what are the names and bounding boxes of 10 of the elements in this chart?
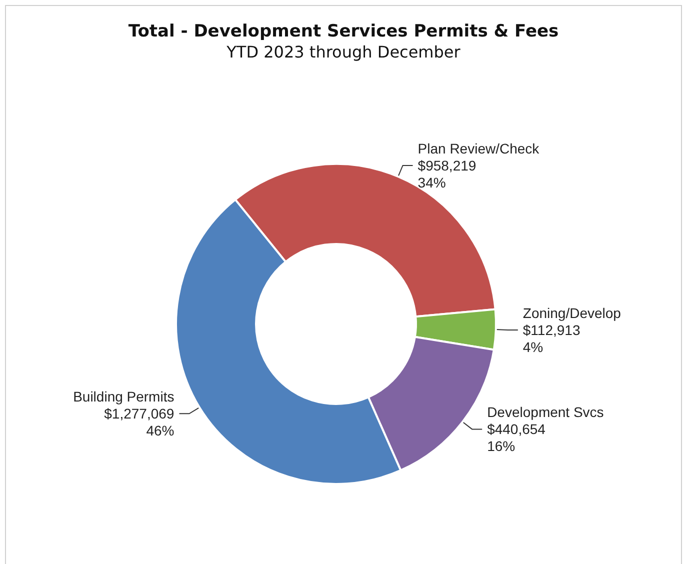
data-label: $1,277,069 46% bbox=[104, 406, 174, 439]
data-label: $112,913 4% bbox=[522, 322, 580, 355]
chart-subtitle: YTD 2023 through December bbox=[226, 42, 461, 62]
slice-label: Building Permits bbox=[73, 388, 174, 405]
slice-label: Zoning/Develop bbox=[522, 304, 622, 321]
slice-label: Plan Review/Check bbox=[418, 140, 540, 156]
slice-label: Development Svcs bbox=[487, 404, 604, 420]
data-label: $440,654 16% bbox=[487, 421, 546, 454]
data-label: $958,219 34% bbox=[418, 157, 476, 190]
chart-title: Total - Development Services Permits & Fees bbox=[128, 22, 559, 42]
